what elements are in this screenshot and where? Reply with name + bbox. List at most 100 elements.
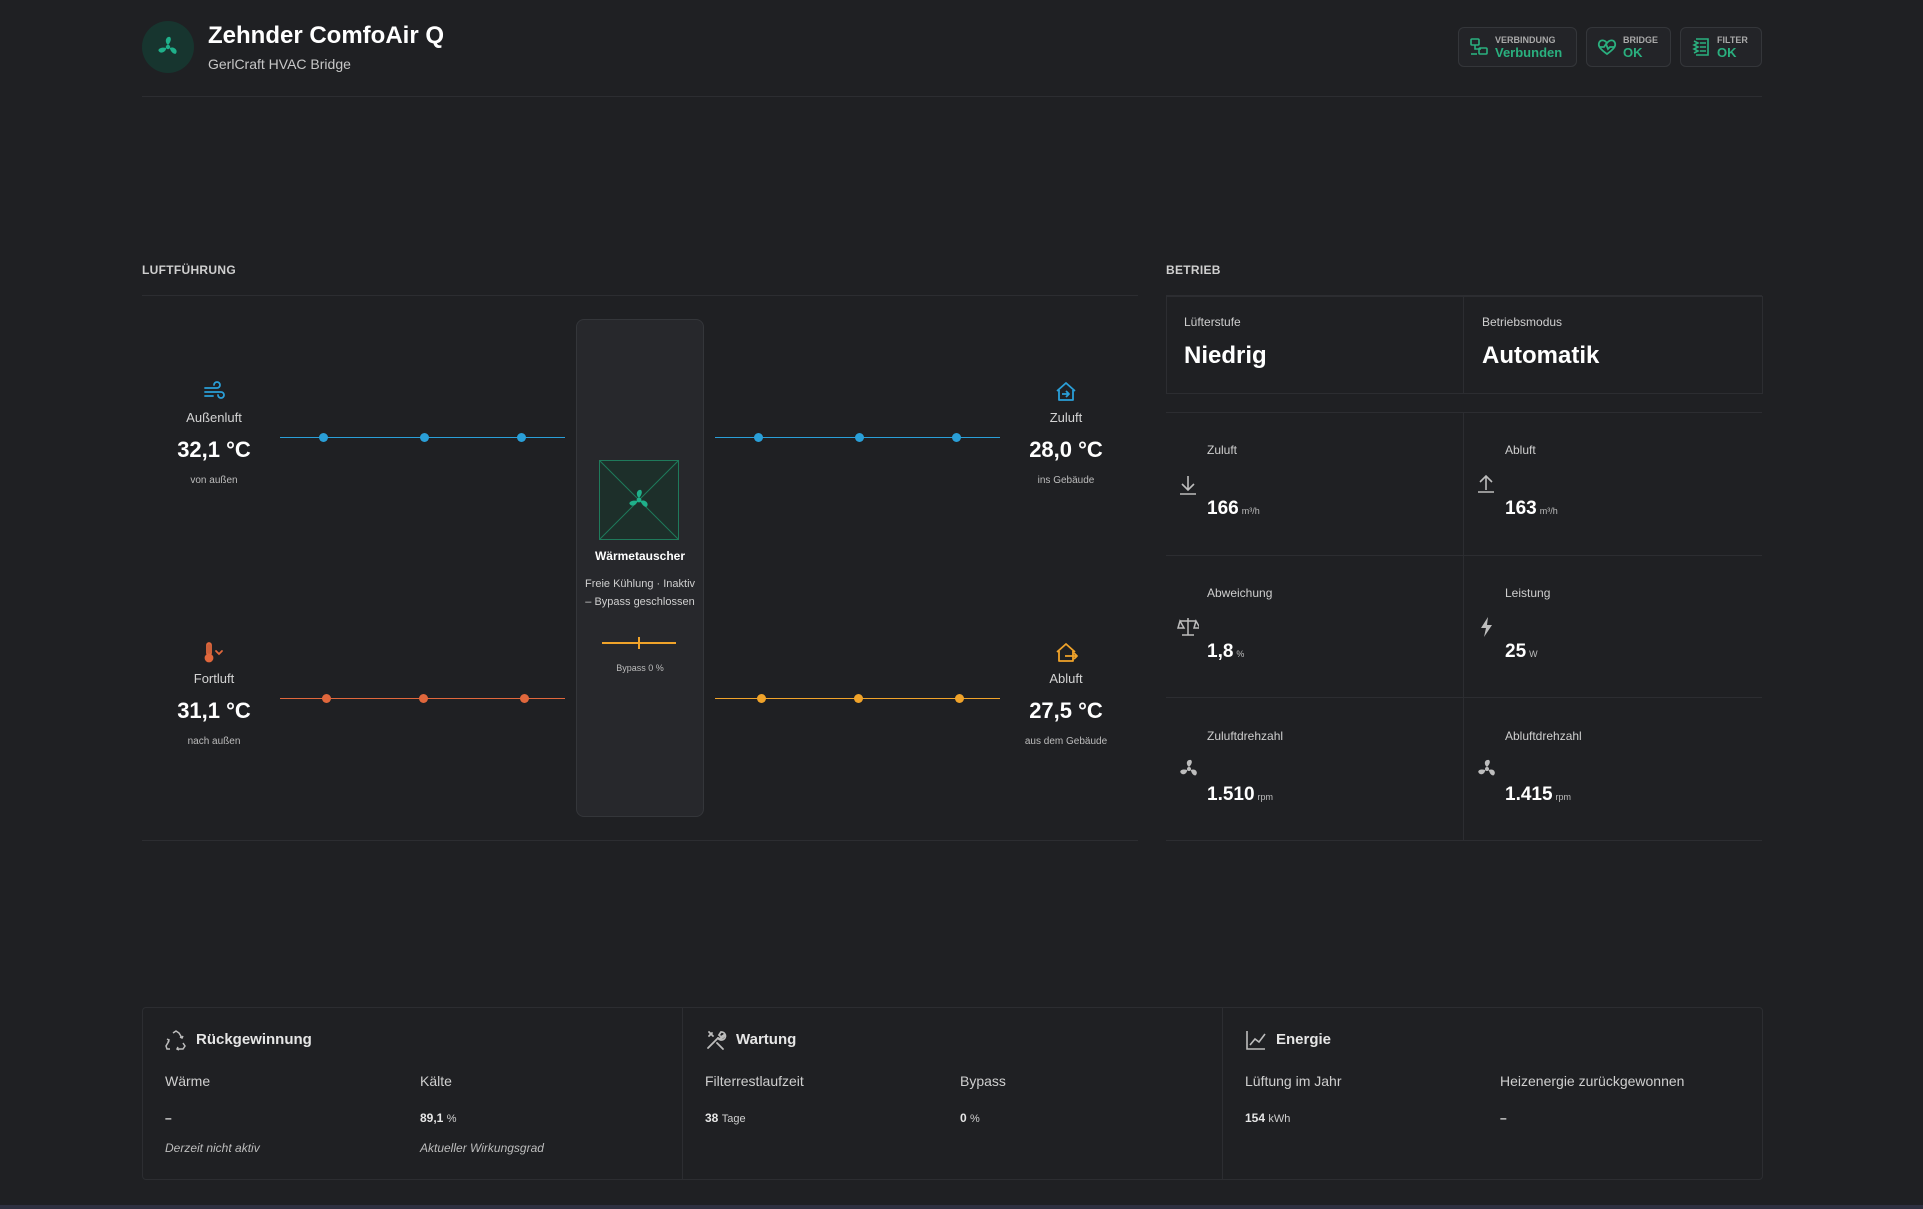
card-divider <box>1463 296 1464 394</box>
balance-icon <box>1177 616 1199 638</box>
temp-label: Fortluft <box>193 671 235 686</box>
metric-label: Leistung <box>1505 586 1551 600</box>
flow-dot <box>520 694 529 703</box>
fan-icon <box>1178 758 1200 780</box>
filter-icon <box>1692 38 1709 56</box>
flow-dot <box>757 694 766 703</box>
app-subtitle: GerlCraft HVAC Bridge <box>208 56 351 72</box>
temp-label: Zuluft <box>1049 410 1083 425</box>
panel-divider <box>682 1007 683 1180</box>
flow-dot <box>855 433 864 442</box>
temp-extract: Abluft 27,5 °C aus dem Gebäude <box>1006 671 1126 747</box>
status-label: VERBINDUNG <box>1495 34 1556 45</box>
metric-value: 25 W <box>1505 641 1538 662</box>
temp-label: Außenluft <box>186 410 242 425</box>
recovery-note: Aktueller Wirkungsgrad <box>420 1141 544 1155</box>
temp-value: 27,5 °C <box>1029 698 1103 723</box>
chart-line-icon <box>1245 1029 1267 1051</box>
flow-dot <box>952 433 961 442</box>
maintenance-title: Wartung <box>736 1031 797 1048</box>
metric-label: Abluft <box>1505 443 1536 457</box>
maintenance-value: 0 % <box>960 1111 980 1125</box>
grid-line <box>1166 840 1762 841</box>
flow-dot <box>517 433 526 442</box>
recovery-label: Wärme <box>165 1073 211 1089</box>
bottom-edge <box>0 1205 1923 1209</box>
maintenance-label: Filterrestlaufzeit <box>705 1073 804 1089</box>
temp-value: 31,1 °C <box>177 698 251 723</box>
metric-value: 1.510 rpm <box>1207 784 1274 805</box>
flow-dot <box>955 694 964 703</box>
flow-dot <box>854 694 863 703</box>
summary-panel <box>142 1007 1763 1180</box>
status-filter[interactable]: FILTER OK <box>1680 27 1762 67</box>
app-logo <box>142 21 194 73</box>
app-title: Zehnder ComfoAir Q <box>208 22 445 49</box>
energy-value: 154 kWh <box>1245 1111 1291 1125</box>
status-bridge[interactable]: BRIDGE OK <box>1586 27 1671 67</box>
heat-exchanger-icon <box>599 460 679 540</box>
temp-outdoor: Außenluft 32,1 °C von außen <box>154 410 274 486</box>
temp-sub: nach außen <box>187 736 241 747</box>
flow-dot <box>420 433 429 442</box>
panel-divider <box>1222 1007 1223 1180</box>
lightning-icon <box>1479 616 1495 638</box>
recovery-label: Kälte <box>420 1073 452 1089</box>
status-value: OK <box>1623 44 1643 60</box>
metric-value: 163 m³/h <box>1505 498 1558 519</box>
maintenance-value: 38 Tage <box>705 1111 746 1125</box>
header-divider <box>142 96 1762 97</box>
metric-label: Zuluftdrehzahl <box>1207 729 1284 743</box>
flow-dot <box>322 694 331 703</box>
arrow-up-icon <box>1475 472 1497 494</box>
metric-value: 166 m³/h <box>1207 498 1260 519</box>
operation-section-title: BETRIEB <box>1166 263 1221 277</box>
heartbeat-icon <box>1597 39 1617 56</box>
recovery-title: Rückgewinnung <box>196 1031 312 1048</box>
heat-exchanger-description: Freie Kühlung · Inaktiv – Bypass geschlo… <box>584 578 696 608</box>
temp-sub: von außen <box>190 475 238 486</box>
energy-label: Heizenergie zurückgewonnen <box>1500 1073 1685 1089</box>
temp-sub: ins Gebäude <box>1037 475 1095 486</box>
status-connection[interactable]: VERBINDUNG Verbunden <box>1458 27 1577 67</box>
bypass-label: Bypass 0 % <box>616 663 664 673</box>
network-icon <box>1470 38 1488 55</box>
temp-exhaust-out: Fortluft 31,1 °C nach außen <box>154 671 274 747</box>
temp-label: Abluft <box>1049 671 1083 686</box>
metric-label: Abluftdrehzahl <box>1505 729 1582 743</box>
temp-sub: aus dem Gebäude <box>1024 736 1108 747</box>
recovery-note: Derzeit nicht aktiv <box>165 1141 260 1155</box>
flow-dot <box>419 694 428 703</box>
status-value: Verbunden <box>1495 44 1563 60</box>
recovery-value: – <box>165 1111 172 1125</box>
bypass-slider-thumb <box>638 637 640 649</box>
status-label: BRIDGE <box>1623 34 1659 45</box>
energy-title: Energie <box>1276 1031 1332 1048</box>
fan-icon <box>1476 758 1498 780</box>
section-divider <box>142 295 1138 296</box>
fan-icon <box>158 36 177 54</box>
arrow-down-icon <box>1177 474 1199 496</box>
airflow-section-title: LUFTFÜHRUNG <box>142 263 236 277</box>
temp-value: 28,0 °C <box>1029 437 1103 462</box>
grid-line <box>1166 412 1762 413</box>
grid-line <box>1463 412 1464 840</box>
mode-label: Betriebsmodus <box>1482 315 1563 329</box>
metric-value: 1,8% <box>1207 641 1245 662</box>
recovery-value: 89,1 % <box>420 1111 457 1125</box>
mode-value[interactable]: Automatik <box>1482 342 1600 369</box>
fan-level-label: Lüfterstufe <box>1184 315 1241 329</box>
wind-icon <box>202 380 226 404</box>
metric-label: Zuluft <box>1207 443 1238 457</box>
section-divider <box>1166 295 1762 296</box>
house-in-icon <box>1054 380 1078 404</box>
temp-supply: Zuluft 28,0 °C ins Gebäude <box>1006 410 1126 486</box>
operation-mode-card <box>1166 296 1763 394</box>
fan-level-value[interactable]: Niedrig <box>1184 342 1267 369</box>
status-value: OK <box>1717 44 1737 60</box>
tools-icon <box>705 1029 727 1051</box>
flow-dot <box>319 433 328 442</box>
flow-dot <box>754 433 763 442</box>
grid-line <box>1166 555 1762 556</box>
heat-exchanger-panel <box>576 319 704 817</box>
